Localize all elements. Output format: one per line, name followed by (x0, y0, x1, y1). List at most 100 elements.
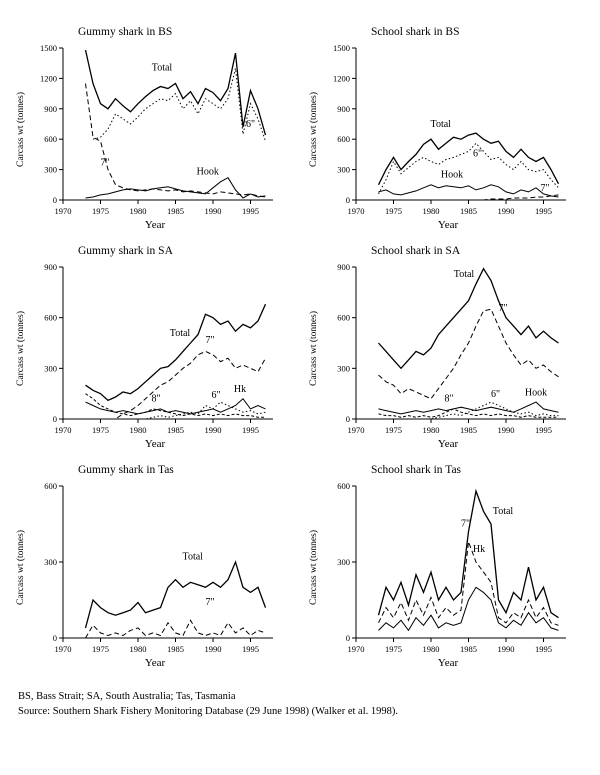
svg-text:Hk: Hk (473, 544, 485, 555)
svg-text:1970: 1970 (348, 644, 365, 654)
chart-gummy-bs: Gummy shark in BS Carcass wt (tonnes) 0 3… (16, 26, 295, 231)
svg-text:1975: 1975 (385, 644, 402, 654)
svg-text:600: 600 (337, 134, 350, 144)
svg-text:1985: 1985 (460, 425, 477, 435)
y-axis-label: Carcass wt (tonnes) (309, 91, 319, 167)
y-axis-label: Carcass wt (tonnes) (309, 310, 319, 386)
svg-text:1980: 1980 (423, 425, 440, 435)
chart-gummy-tas: Gummy shark in Tas Carcass wt (tonnes) 0… (16, 464, 295, 669)
svg-text:1975: 1975 (92, 425, 109, 435)
svg-text:1985: 1985 (167, 644, 184, 654)
figure-footnotes: BS, Bass Strait; SA, South Australia; Ta… (16, 689, 588, 719)
plot-area: 0 300 600 900 1970 1975 1980 1985 1990 1995 Total 7… (29, 259, 281, 437)
svg-text:1200: 1200 (333, 73, 350, 83)
svg-text:1995: 1995 (535, 425, 552, 435)
svg-text:1500: 1500 (333, 43, 350, 53)
svg-text:1990: 1990 (205, 644, 222, 654)
svg-text:1975: 1975 (92, 644, 109, 654)
svg-text:1975: 1975 (385, 206, 402, 216)
svg-text:300: 300 (337, 363, 350, 373)
svg-text:Total: Total (431, 119, 452, 130)
plot-area: 0 300 600 900 1970 1975 1980 1985 1990 1995 Total 7… (322, 259, 574, 437)
svg-text:300: 300 (44, 557, 57, 567)
svg-text:7": 7" (498, 303, 507, 314)
svg-text:1970: 1970 (348, 206, 365, 216)
svg-text:8": 8" (151, 393, 160, 404)
svg-text:Hook: Hook (197, 167, 219, 178)
svg-text:1995: 1995 (242, 425, 259, 435)
chart-title: Gummy shark in Tas (78, 464, 174, 476)
svg-text:Total: Total (170, 328, 191, 339)
y-axis-label: Carcass wt (tonnes) (16, 91, 26, 167)
x-axis-label: Year (437, 219, 459, 231)
svg-text:6": 6" (473, 148, 482, 159)
svg-text:1990: 1990 (205, 425, 222, 435)
svg-text:7": 7" (205, 597, 214, 608)
svg-text:7": 7" (540, 183, 549, 194)
svg-text:Hook: Hook (441, 170, 463, 181)
svg-text:1985: 1985 (167, 425, 184, 435)
svg-text:Hook: Hook (525, 387, 547, 398)
chart-title: Gummy shark in SA (78, 245, 173, 257)
svg-text:1500: 1500 (40, 43, 57, 53)
svg-text:900: 900 (44, 104, 57, 114)
y-axis-label: Carcass wt (tonnes) (16, 529, 26, 605)
svg-text:7": 7" (100, 158, 109, 169)
svg-text:7": 7" (461, 519, 470, 530)
svg-text:1970: 1970 (55, 425, 72, 435)
svg-text:1980: 1980 (130, 206, 147, 216)
chart-school-sa: School shark in SA Carcass wt (tonnes) 0… (309, 245, 588, 450)
svg-text:6": 6" (491, 389, 500, 400)
chart-title: School shark in Tas (371, 464, 462, 476)
y-axis-label: Carcass wt (tonnes) (16, 310, 26, 386)
svg-text:Total: Total (152, 62, 173, 73)
svg-text:1980: 1980 (423, 644, 440, 654)
svg-text:600: 600 (44, 313, 57, 323)
svg-text:6": 6" (211, 390, 220, 401)
footnote-source: Source: Southern Shark Fishery Monitorin… (18, 706, 398, 718)
svg-text:1985: 1985 (460, 644, 477, 654)
svg-text:0: 0 (346, 633, 350, 643)
svg-text:8": 8" (444, 393, 453, 404)
svg-text:600: 600 (337, 481, 350, 491)
svg-text:1990: 1990 (498, 644, 515, 654)
svg-text:1990: 1990 (205, 206, 222, 216)
chart-gummy-sa: Gummy shark in SA Carcass wt (tonnes) 0 3… (16, 245, 295, 450)
svg-text:1990: 1990 (498, 425, 515, 435)
svg-text:1995: 1995 (242, 644, 259, 654)
plot-area: 0 300 600 1970 1975 1980 1985 1990 1995 Total 7" (29, 478, 281, 656)
svg-text:1200: 1200 (40, 73, 57, 83)
svg-text:6": 6" (246, 119, 255, 130)
svg-text:900: 900 (44, 262, 57, 272)
svg-text:600: 600 (44, 134, 57, 144)
svg-text:Total: Total (183, 551, 204, 562)
plot-area: 0 300 600 900 1200 1500 1970 1975 1980 1985 1990 19… (322, 40, 574, 218)
plot-area: 0 300 600 1970 1975 1980 1985 1990 1995 Total 7" Hk (322, 478, 574, 656)
svg-text:1970: 1970 (348, 425, 365, 435)
svg-text:1980: 1980 (130, 644, 147, 654)
svg-text:1995: 1995 (242, 206, 259, 216)
svg-text:0: 0 (53, 633, 57, 643)
svg-text:7": 7" (205, 335, 214, 346)
svg-text:0: 0 (346, 414, 350, 424)
svg-text:Total: Total (493, 506, 514, 517)
svg-text:1975: 1975 (92, 206, 109, 216)
svg-text:600: 600 (44, 481, 57, 491)
chart-title: School shark in BS (371, 26, 460, 38)
svg-text:1980: 1980 (130, 425, 147, 435)
plot-area: 0 300 600 900 1200 1500 1970 1975 1980 1985 1990 19… (29, 40, 281, 218)
x-axis-label: Year (144, 657, 166, 669)
figure-grid: Gummy shark in BS Carcass wt (tonnes) 0 3… (16, 26, 588, 669)
svg-text:1970: 1970 (55, 206, 72, 216)
chart-title: School shark in SA (371, 245, 461, 257)
x-axis-label: Year (144, 219, 166, 231)
svg-text:0: 0 (53, 414, 57, 424)
svg-text:1995: 1995 (535, 644, 552, 654)
svg-text:1970: 1970 (55, 644, 72, 654)
svg-text:900: 900 (337, 262, 350, 272)
svg-text:300: 300 (337, 165, 350, 175)
svg-text:1980: 1980 (423, 206, 440, 216)
svg-text:300: 300 (44, 363, 57, 373)
chart-school-tas: School shark in Tas Carcass wt (tonnes) … (309, 464, 588, 669)
x-axis-label: Year (437, 438, 459, 450)
